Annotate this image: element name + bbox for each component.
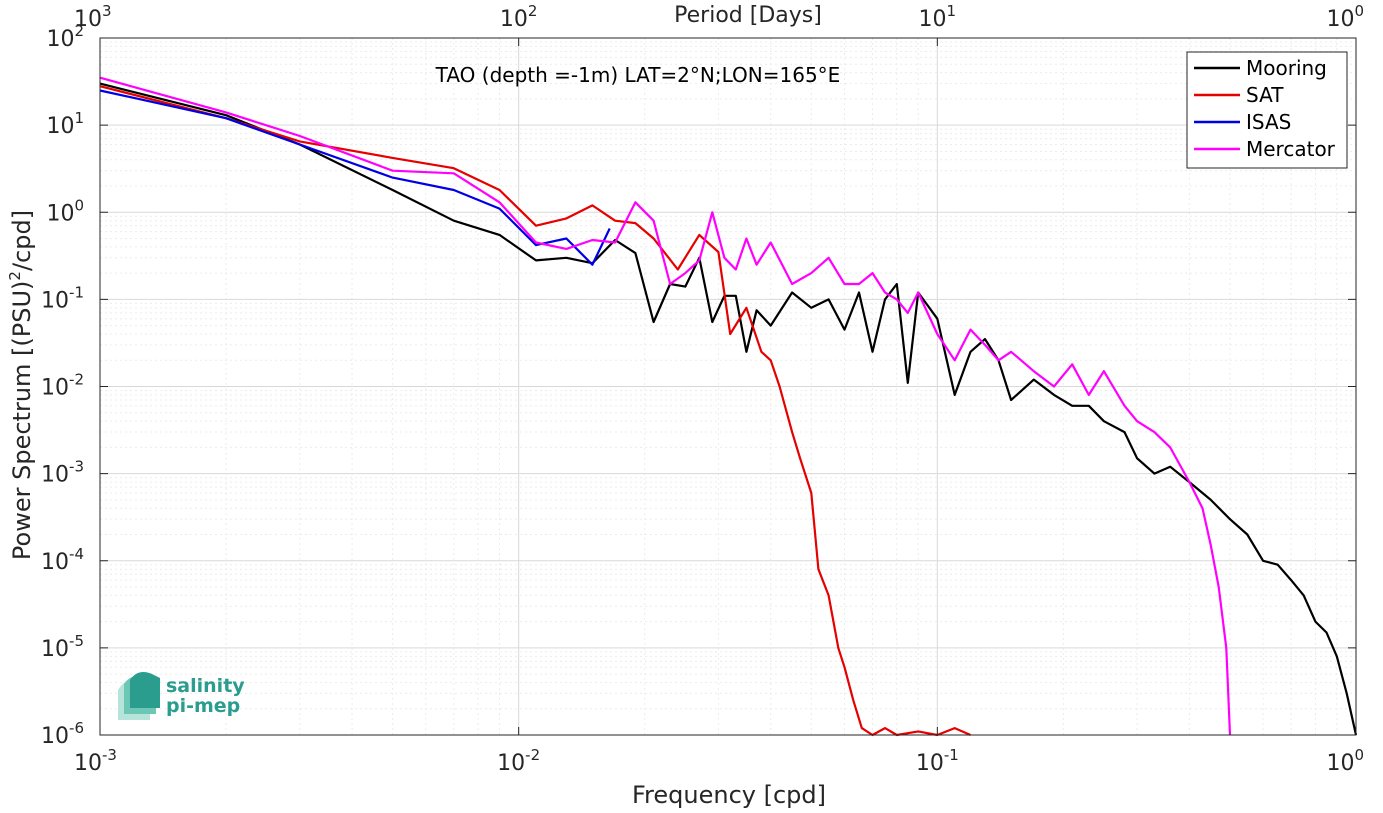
legend: Mooring SAT ISAS Mercator <box>1186 51 1348 169</box>
y-tick-label: 10-1 <box>41 283 84 313</box>
y-tick-label: 102 <box>46 22 84 52</box>
y-axis-label: Power Spectrum [(PSU)2/cpd] <box>6 210 36 560</box>
series-line-isas <box>99 89 611 266</box>
series-line-mercator <box>99 76 1232 736</box>
legend-label-isas: ISAS <box>1246 110 1291 134</box>
logo-line1: salinity <box>166 675 245 697</box>
legend-label-sat: SAT <box>1246 83 1284 107</box>
y-tick-label: 10-5 <box>41 632 84 662</box>
y-tick-label: 101 <box>46 109 84 139</box>
y-tick-label: 100 <box>46 196 84 226</box>
x-tick-label: 100 <box>1326 746 1364 776</box>
x-tick-label: 10-3 <box>74 746 117 776</box>
top-tick-label: 101 <box>919 2 957 32</box>
chart-annotation: TAO (depth =-1m) LAT=2°N;LON=165°E <box>435 63 841 87</box>
grid <box>99 38 1356 736</box>
y-tick-label: 10-3 <box>41 458 84 488</box>
series-group <box>99 76 1358 737</box>
top-x-axis-label: Period [Days] <box>674 3 822 28</box>
logo-wave-icon <box>118 672 160 720</box>
top-tick-label: 103 <box>74 2 112 32</box>
y-axis-label-tail: /cpd] <box>8 210 36 271</box>
y-tick-label: 10-6 <box>41 719 84 749</box>
x-tick-label: 10-2 <box>497 746 540 776</box>
legend-label-mercator: Mercator <box>1246 137 1336 161</box>
legend-label-mooring: Mooring <box>1246 56 1327 80</box>
x-axis-label: Frequency [cpd] <box>632 781 826 809</box>
series-line-mooring <box>99 82 1358 736</box>
x-tick-label: 10-1 <box>916 746 959 776</box>
series-line-sat <box>99 85 971 737</box>
y-axis-label-main: Power Spectrum [(PSU) <box>8 281 36 560</box>
logo-line2: pi-mep <box>166 695 240 717</box>
top-tick-label: 102 <box>500 2 538 32</box>
salinity-pi-mep-logo: salinity pi-mep <box>118 672 245 720</box>
y-axis-label-exponent: 2 <box>6 271 24 281</box>
top-tick-label: 100 <box>1326 2 1364 32</box>
y-tick-label: 10-4 <box>41 545 84 575</box>
legend-items: Mooring SAT ISAS Mercator <box>1194 56 1336 161</box>
y-tick-label: 10-2 <box>41 371 84 401</box>
